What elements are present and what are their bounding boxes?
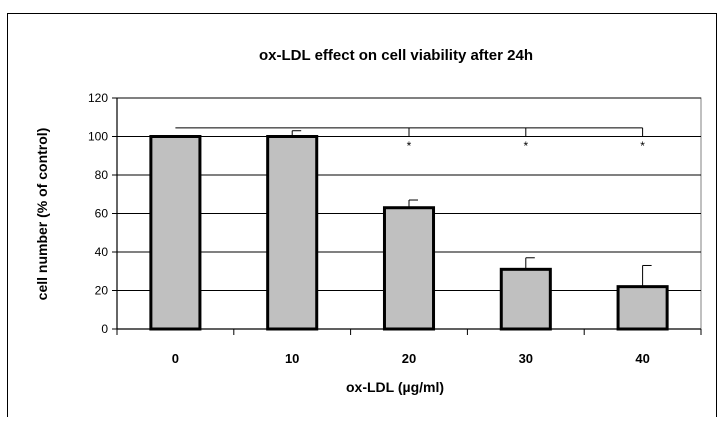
bar-30 xyxy=(499,267,552,331)
significance-marker: * xyxy=(640,139,645,153)
x-axis-label: ox-LDL (µg/ml) xyxy=(346,379,444,395)
y-axis-ticks: 0 20 40 60 80 100 120 xyxy=(88,91,117,336)
y-tick-label: 120 xyxy=(88,91,108,105)
x-tick-label: 40 xyxy=(635,351,649,366)
bar-10 xyxy=(266,135,319,331)
y-tick-label: 40 xyxy=(95,245,109,259)
bars xyxy=(149,135,669,331)
y-tick-label: 60 xyxy=(95,207,109,221)
chart-title: ox-LDL effect on cell viability after 24… xyxy=(259,47,533,64)
x-tick-label: 10 xyxy=(285,351,299,366)
x-axis-ticks: 0 10 20 30 40 xyxy=(116,329,702,366)
significance-marker: * xyxy=(523,139,528,153)
y-tick-label: 0 xyxy=(101,322,108,336)
y-tick-label: 100 xyxy=(88,130,108,144)
error-bars xyxy=(291,130,652,287)
x-tick-label: 20 xyxy=(402,351,416,366)
bar-20 xyxy=(382,206,436,331)
significance-marker: * xyxy=(407,139,412,153)
y-tick-label: 80 xyxy=(95,168,109,182)
bar-40 xyxy=(616,285,669,331)
y-tick-label: 20 xyxy=(95,284,109,298)
x-tick-label: 30 xyxy=(519,351,533,366)
significance-bracket: * * * xyxy=(175,127,645,153)
bar-0 xyxy=(149,135,202,331)
y-axis-label: cell number (% of control) xyxy=(34,128,50,301)
x-tick-label: 0 xyxy=(172,351,179,366)
